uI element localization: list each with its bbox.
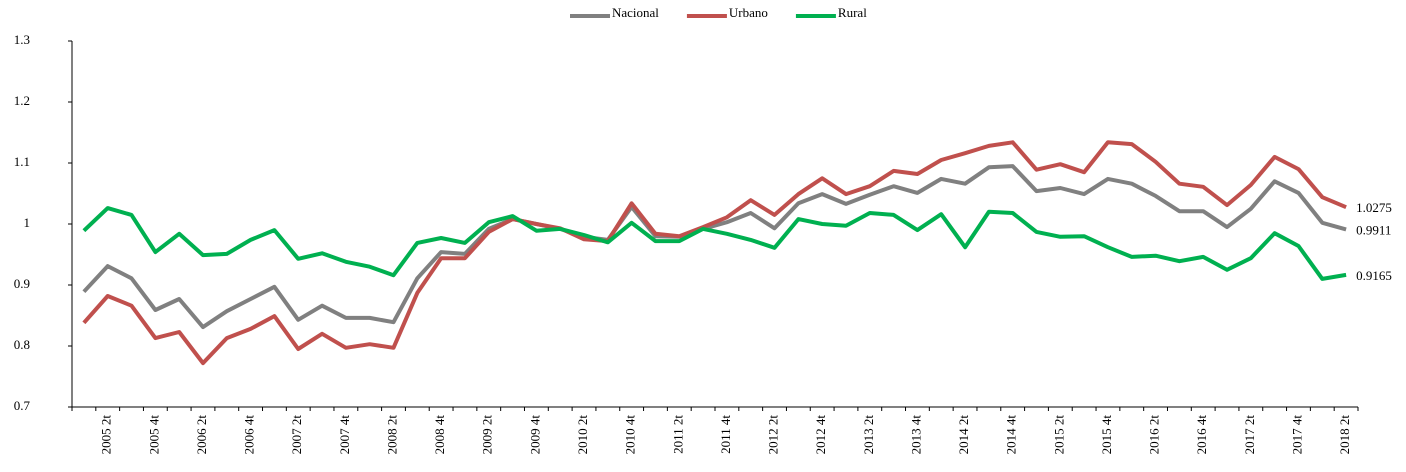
data-label: 0.9165: [1356, 268, 1392, 283]
line-series: [82, 140, 1347, 366]
x-tick-label: 2014 4t: [1004, 415, 1019, 455]
y-tick-label: 1: [24, 215, 31, 230]
x-tick-label: 2017 4t: [1289, 415, 1304, 455]
legend-label: Nacional: [612, 5, 659, 20]
line-series: [82, 164, 1347, 330]
legend-label: Urbano: [729, 5, 768, 20]
x-tick-label: 2006 4t: [242, 415, 257, 455]
y-tick-label: 1.1: [14, 154, 30, 169]
x-tick-label: 2015 2t: [1051, 415, 1066, 455]
x-tick-label: 2007 2t: [289, 415, 304, 455]
x-tick-label: 2009 2t: [480, 415, 495, 455]
x-tick-label: 2018 2t: [1337, 415, 1352, 455]
legend-label: Rural: [838, 5, 867, 20]
y-tick-label: 1.3: [14, 32, 30, 47]
x-tick-label: 2015 4t: [1099, 415, 1114, 455]
x-tick-label: 2007 4t: [337, 415, 352, 455]
x-tick-label: 2005 4t: [146, 415, 161, 455]
x-tick-label: 2013 4t: [908, 415, 923, 455]
line-series: [82, 206, 1347, 281]
y-tick-label: 0.9: [14, 276, 30, 291]
x-tick-label: 2014 2t: [956, 415, 971, 455]
x-tick-label: 2012 4t: [813, 415, 828, 455]
x-tick-label: 2011 4t: [718, 415, 733, 454]
x-tick-label: 2016 2t: [1147, 415, 1162, 455]
x-tick-label: 2008 2t: [384, 415, 399, 455]
y-tick-label: 1.2: [14, 93, 30, 108]
x-tick-label: 2016 4t: [1194, 415, 1209, 455]
x-tick-label: 2012 2t: [766, 415, 781, 455]
x-tick-label: 2008 4t: [432, 415, 447, 455]
x-tick-label: 2006 2t: [194, 415, 209, 455]
data-label: 1.0275: [1356, 200, 1392, 215]
x-tick-label: 2010 2t: [575, 415, 590, 455]
y-tick-label: 0.7: [14, 398, 31, 413]
data-label: 0.9911: [1356, 222, 1391, 237]
x-tick-label: 2010 4t: [623, 415, 638, 455]
x-tick-label: 2011 2t: [670, 415, 685, 454]
y-tick-label: 0.8: [14, 337, 30, 352]
x-tick-label: 2017 2t: [1242, 415, 1257, 455]
x-tick-label: 2009 4t: [527, 415, 542, 455]
x-tick-label: 2005 2t: [99, 415, 114, 455]
x-tick-label: 2013 2t: [861, 415, 876, 455]
